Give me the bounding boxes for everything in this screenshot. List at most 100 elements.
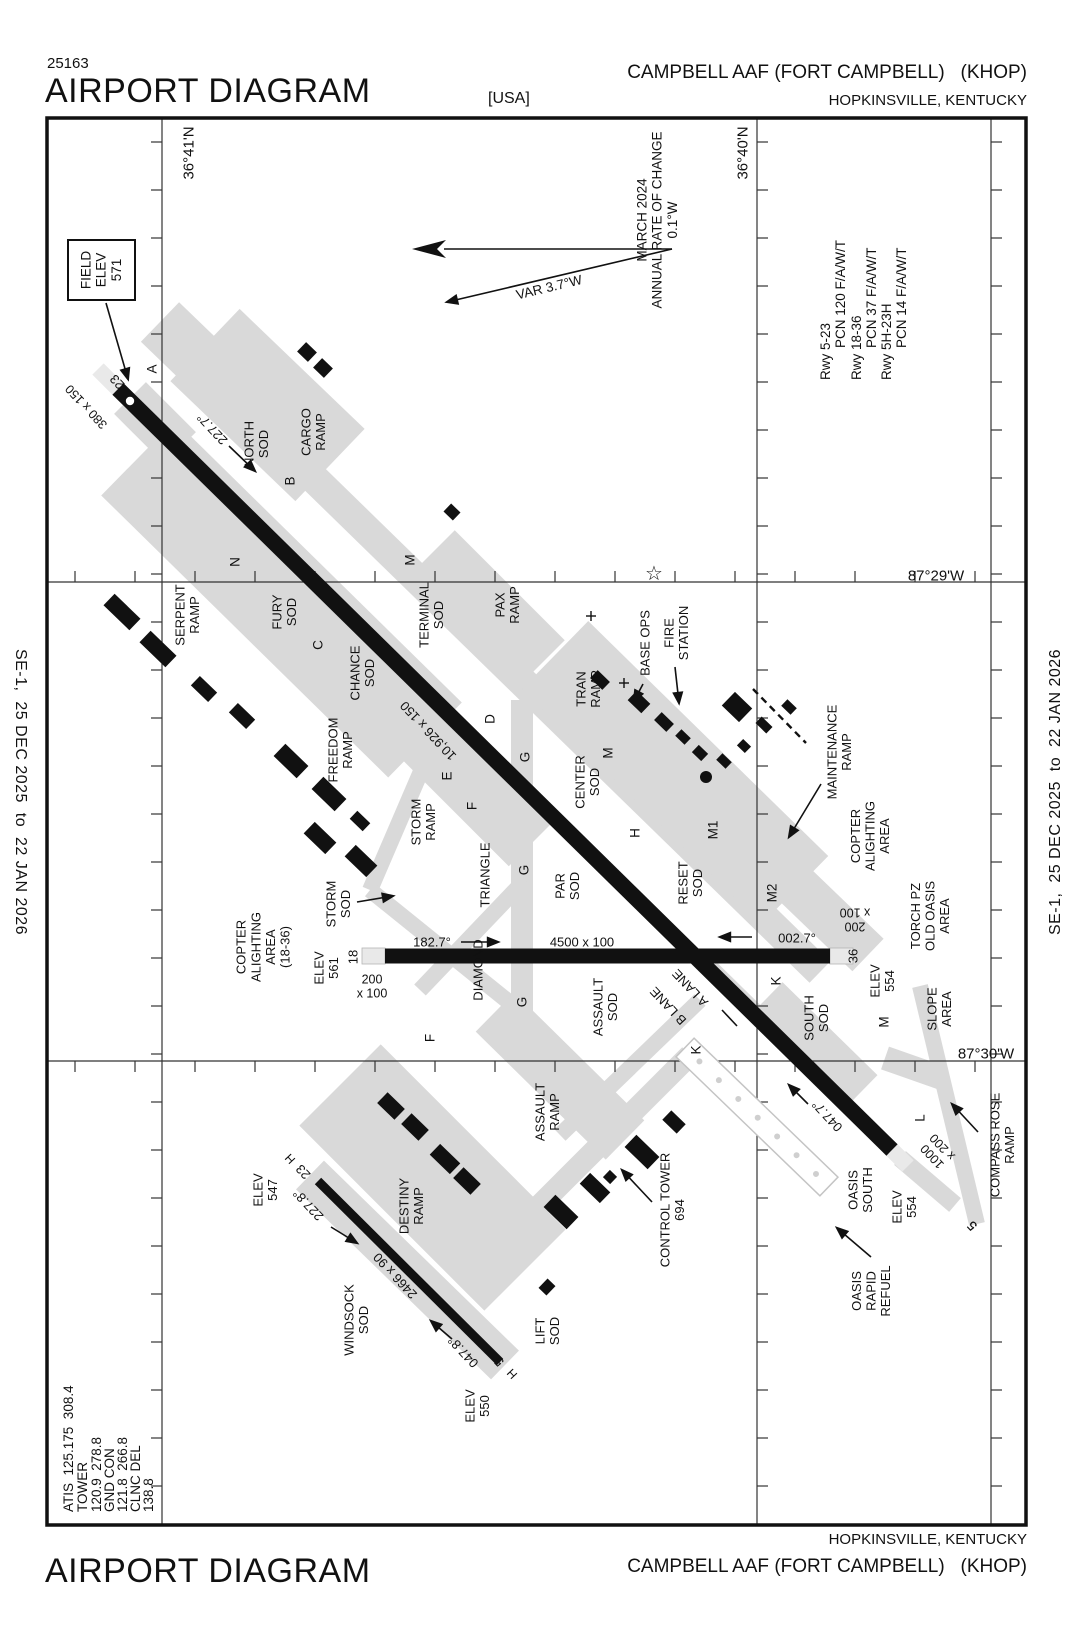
building — [297, 342, 317, 362]
label-assault-sod: ASSAULTSOD — [590, 978, 620, 1036]
building — [662, 1110, 686, 1134]
label-twy-c: C — [311, 640, 326, 650]
building — [579, 1172, 611, 1204]
region-tag: [USA] — [488, 90, 530, 107]
building — [755, 716, 773, 734]
label-torch-pz-old-oasis: TORCH PZOLD OASISAREA — [908, 881, 952, 951]
label-rwy5h-elev: ELEV550 — [462, 1389, 492, 1423]
rwy5-heading-arrow — [787, 1083, 809, 1105]
label-twy-m-south: M — [877, 1016, 892, 1027]
apron-area — [170, 308, 365, 502]
label-lon-87-30w: 87°30'W — [958, 1045, 1015, 1062]
label-rwy36-elev: ELEV554 — [867, 964, 897, 998]
label-comm-atis: ATIS 125.175 308.4 — [61, 1385, 76, 1512]
label-comm-tower-freq: 120.9 278.8 — [89, 1437, 104, 1512]
runway-5-23 — [112, 383, 898, 1156]
building — [313, 358, 333, 378]
label-twy-b: B — [283, 476, 298, 485]
label-comm-gnd-con: GND CON — [102, 1448, 117, 1512]
label-assault-ramp: ASSAULTRAMP — [532, 1083, 562, 1141]
label-copter-alighting-area-18-36: COPTERALIGHTINGAREA(18-36) — [234, 912, 293, 982]
field-elev-leader — [105, 302, 131, 382]
apron-area — [414, 874, 531, 996]
building — [781, 699, 797, 715]
apron-area — [362, 751, 436, 894]
building — [736, 738, 752, 754]
rwy5h-heading-arrow — [428, 1319, 453, 1340]
footer-city: HOPKINSVILLE, KENTUCKY — [828, 1531, 1027, 1548]
footer-title: AIRPORT DIAGRAM — [45, 1552, 371, 1590]
label-diamond: DIAMOND — [471, 939, 486, 1000]
building — [344, 844, 378, 878]
label-twy-m1: M1 — [706, 821, 721, 840]
label-chance-sod: CHANCESOD — [347, 645, 377, 700]
footer-airport-name: CAMPBELL AAF (FORT CAMPBELL) (KHOP) — [627, 1556, 1027, 1577]
label-rwy18-overrun-dim: 200 x 100 — [357, 972, 388, 1000]
building — [103, 593, 141, 631]
rwy23h-heading-arrow — [330, 1226, 360, 1245]
fire-station-leader — [672, 666, 684, 706]
oasis-rapid-refuel-leader — [834, 1226, 872, 1258]
lane-tick-line — [721, 1009, 738, 1027]
label-comm-clnc-freq: 138.8 — [141, 1478, 156, 1512]
label-base-ops: BASE OPS — [638, 610, 653, 676]
label-rwy18-36-dim: 4500 x 100 — [550, 935, 614, 950]
building — [429, 1143, 461, 1175]
label-triangle: TRIANGLE — [478, 842, 493, 907]
building — [228, 702, 256, 730]
storm-sod-leader — [356, 892, 396, 904]
building — [273, 743, 309, 779]
building — [538, 1278, 556, 1296]
building — [349, 810, 371, 832]
label-twy-m-mid: M — [601, 747, 616, 758]
building — [190, 675, 218, 703]
apron-area — [747, 982, 878, 1111]
label-twy-e: E — [440, 771, 455, 780]
label-storm-ramp: STORMRAMP — [408, 799, 438, 846]
label-storm-sod: STORMSOD — [323, 881, 353, 928]
runway-5-overrun — [884, 1142, 914, 1172]
apron-area — [453, 1201, 549, 1297]
label-rwy18-elev: ELEV561 — [311, 951, 341, 985]
label-pcn-rwy-5h-23h: Rwy 5H-23H — [879, 303, 894, 380]
map-frame — [45, 116, 1028, 1527]
label-comm-tower: TOWER — [75, 1462, 90, 1512]
building — [453, 1167, 481, 1195]
buildings — [103, 342, 797, 1296]
label-lat-36-40n: 36°40'N — [734, 126, 751, 179]
label-oasis-rapid-refuel: OASISRAPIDREFUEL — [849, 1265, 893, 1316]
label-rwy36-hdg: 002.7° — [778, 931, 816, 946]
building — [377, 1092, 405, 1120]
label-twy-f1: F — [465, 802, 480, 810]
building — [590, 670, 610, 690]
airport-city: HOPKINSVILLE, KENTUCKY — [828, 92, 1027, 109]
apron-area — [140, 302, 235, 395]
label-twy-m2: M2 — [765, 884, 780, 903]
label-serpent-ramp: SERPENTRAMP — [172, 584, 202, 645]
building — [721, 691, 753, 723]
building — [303, 821, 337, 855]
label-comm-clnc-del: CLNC DEL — [128, 1445, 143, 1512]
label-pcn-rwy-5-23: Rwy 5-23 — [818, 323, 833, 380]
variation-arrow — [444, 248, 673, 305]
runway-23-threshold-marker — [125, 396, 135, 406]
runway-5h-23h — [314, 1177, 504, 1366]
label-compass-rose-ramp: COMPASS ROSERAMP — [987, 1092, 1017, 1197]
label-beacon-star: ☆ — [645, 563, 663, 585]
label-rwy18-number: 18 — [346, 950, 361, 964]
label-twy-l: L — [913, 1114, 928, 1122]
label-center-sod: CENTERSOD — [572, 755, 602, 808]
label-rwy23h-h: H — [282, 1151, 298, 1167]
rwy23-heading-arrow — [228, 445, 258, 473]
building — [691, 744, 709, 762]
building — [700, 771, 712, 783]
apron-area — [912, 984, 985, 1226]
label-mag-var-note: MARCH 2024ANNUAL RATE OF CHANGE0.1°W — [635, 131, 680, 308]
label-rwy23h-elev: ELEV547 — [250, 1173, 280, 1207]
chart-number: 25163 — [47, 55, 89, 72]
label-twy-g3: G — [515, 997, 530, 1008]
label-rwy36-overrun-dim: 200x 100 — [840, 906, 871, 934]
label-lat-36-41n: 36°41'N — [180, 126, 197, 179]
survey-cross-icons — [586, 611, 629, 688]
